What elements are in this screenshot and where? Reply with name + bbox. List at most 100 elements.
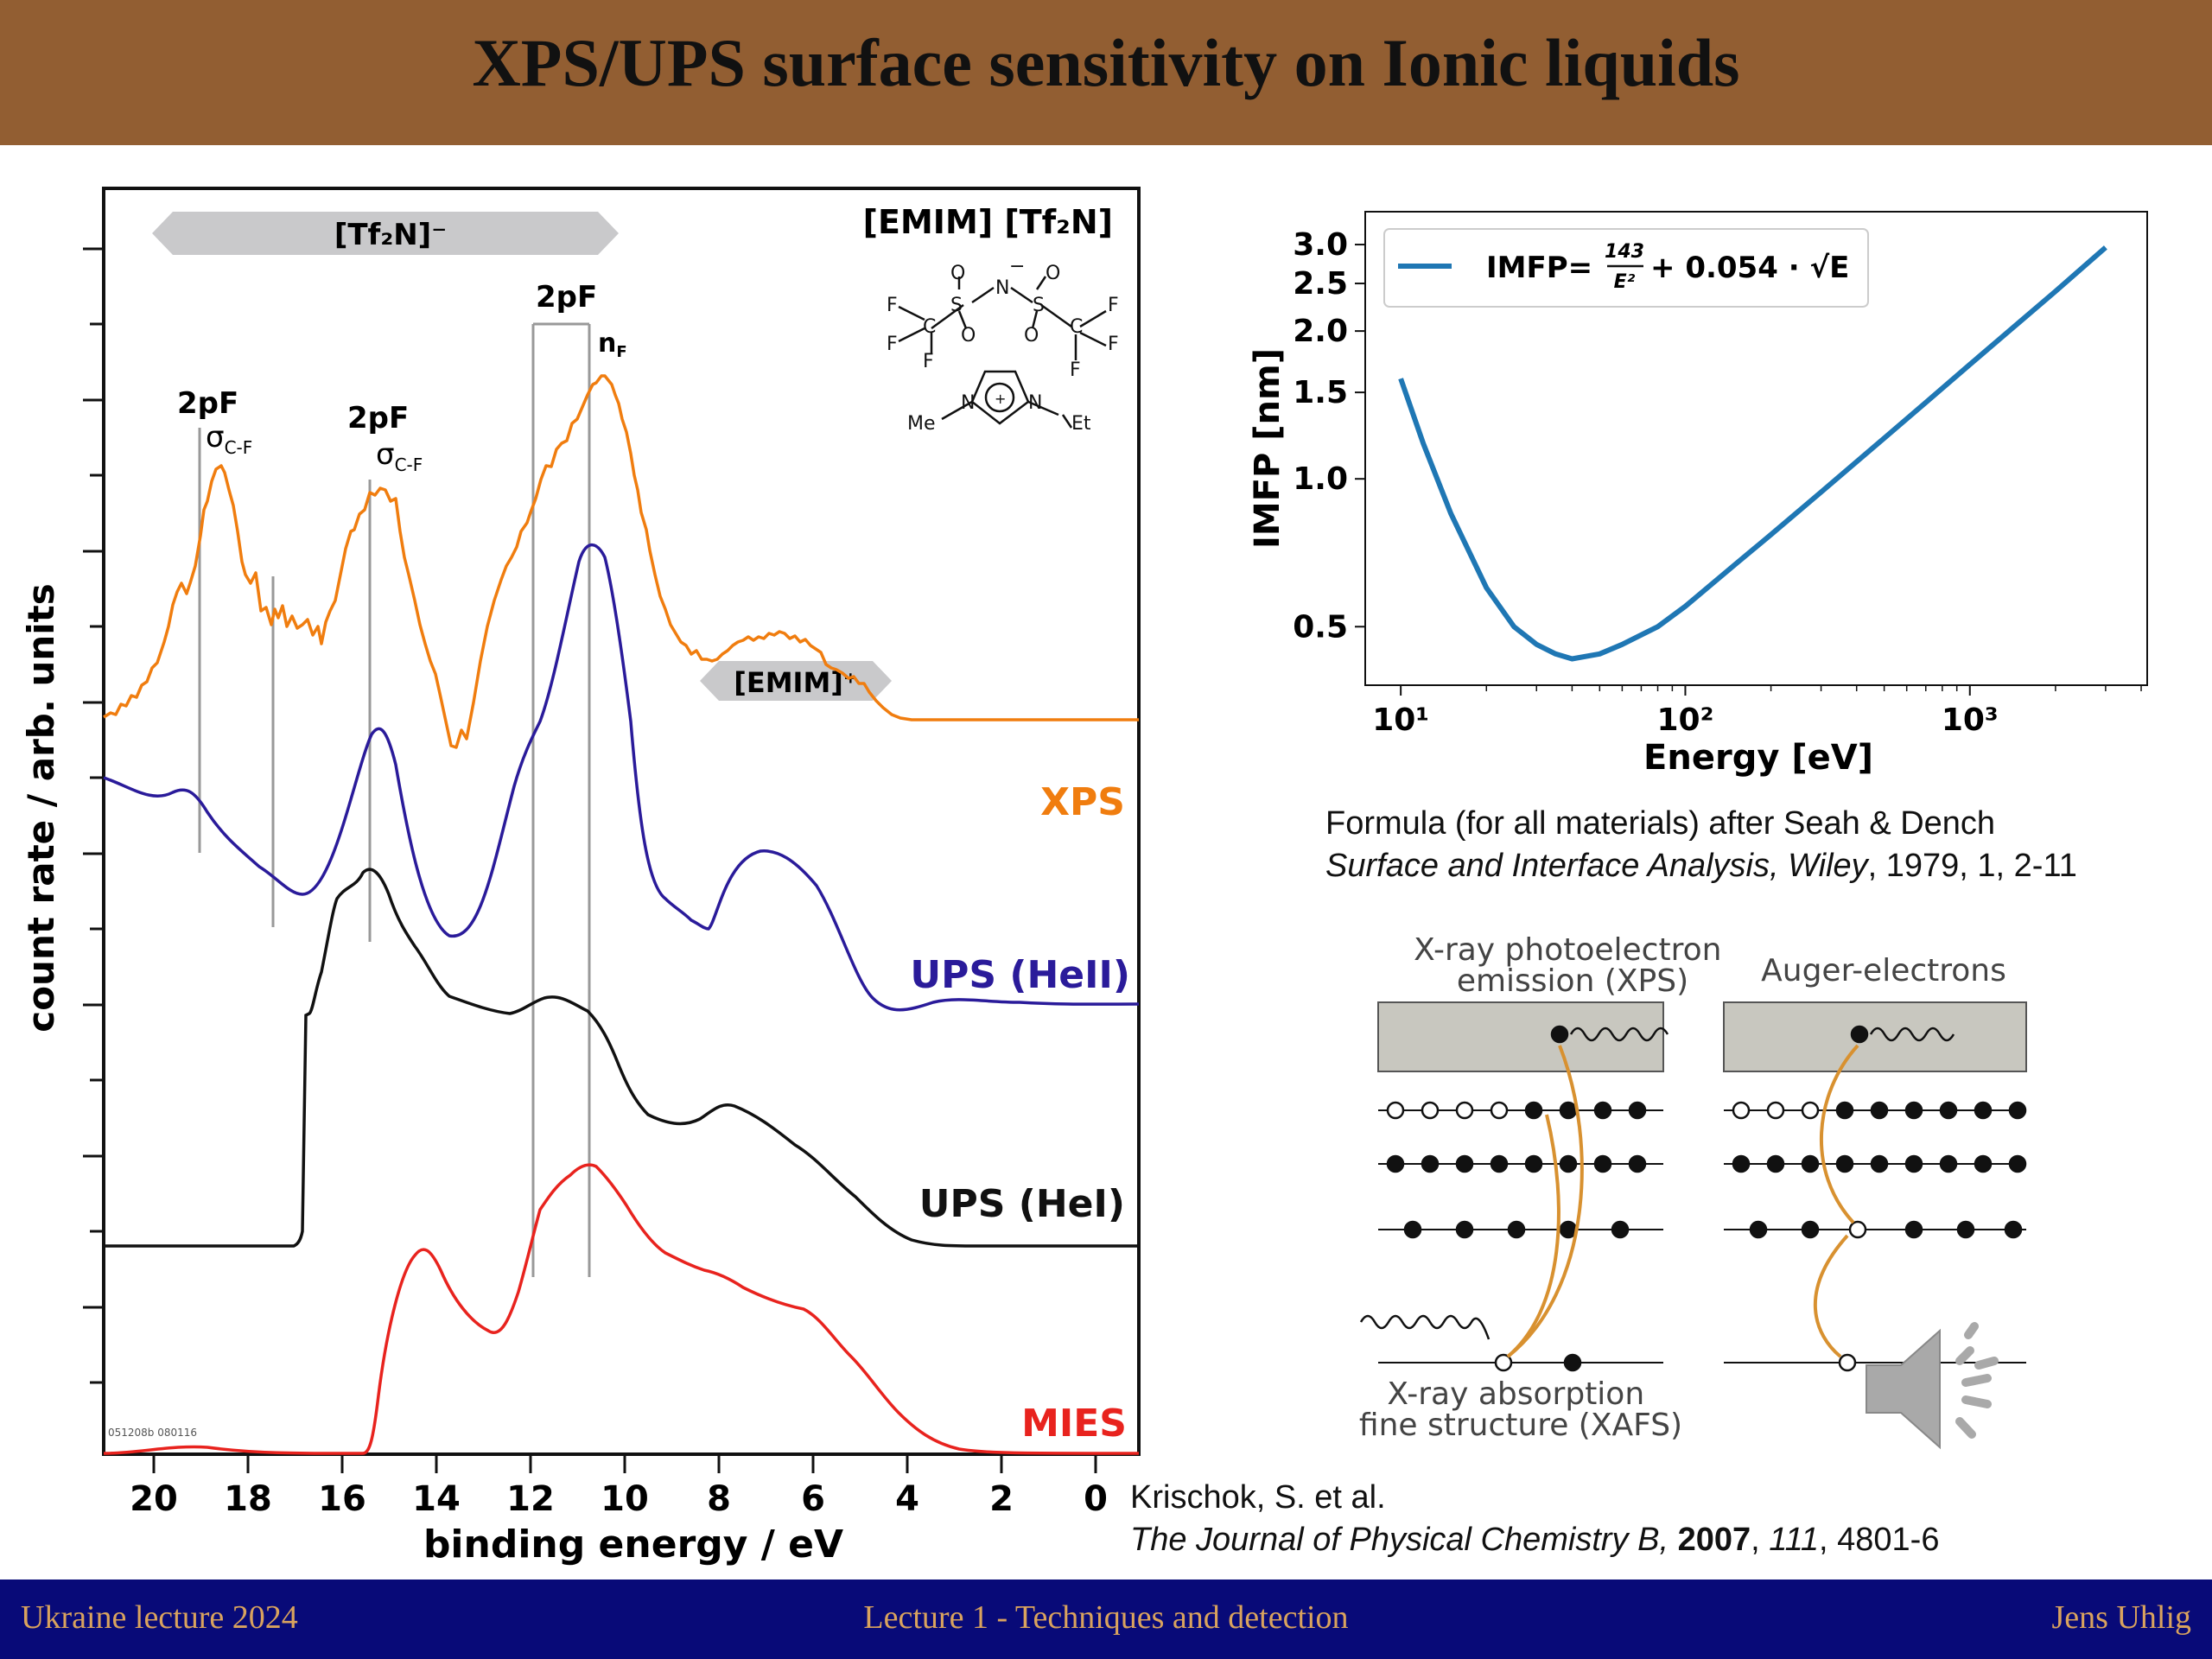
incoming-xray-wave	[1359, 1314, 1491, 1340]
xps-label: XPS	[1040, 780, 1125, 824]
footer-center: Lecture 1 - Techniques and detection	[863, 1599, 1349, 1636]
molecule-atom: Et	[1071, 413, 1091, 435]
molecule-atom: C	[923, 316, 936, 338]
y-tick-label: 1.5	[1293, 375, 1348, 410]
citation-volume: 111	[1769, 1522, 1820, 1558]
transition-arrows	[1506, 1044, 1859, 1358]
molecule-atom: N	[1028, 392, 1042, 414]
xtick-label: 4	[895, 1479, 919, 1519]
legend-fraction-den: E²	[1614, 271, 1636, 293]
peak-label-nF: nF	[598, 328, 627, 361]
molecule-structure: F F C F S O O N − S O O C F F F N N + Me…	[887, 256, 1119, 435]
molecule-atom: N	[995, 277, 1009, 299]
xafs-caption: X-ray absorption fine structure (XAFS)	[1359, 1376, 1682, 1443]
ups2-label: UPS (HeII)	[910, 953, 1130, 997]
ups2-trace	[103, 543, 1140, 1012]
x-tick-label: 10³	[1942, 702, 1999, 738]
xtick-label: 8	[707, 1479, 731, 1519]
auger-emitted-wave	[1869, 1027, 1955, 1042]
footer-right: Jens Uhlig	[2051, 1599, 2192, 1636]
spectra-figure: count rate / arb. units 20 18 16 14 12 1…	[20, 187, 1141, 1567]
molecule-atom: +	[995, 391, 1006, 407]
molecule-atom: S	[950, 295, 963, 316]
x-tick-label: 10²	[1657, 702, 1714, 738]
spectra-frame	[102, 187, 1141, 1456]
xps-surface	[1377, 1001, 1664, 1072]
footer-bar: Ukraine lecture 2024 Lecture 1 - Techniq…	[0, 1580, 2212, 1659]
xps-trace	[103, 374, 1139, 749]
cation-band-arrow	[700, 661, 892, 701]
formula-citation-journal: Surface and Interface Analysis, Wiley	[1325, 848, 1868, 884]
speaker-icon[interactable]	[1858, 1318, 2013, 1456]
molecule-atom: Me	[907, 413, 936, 435]
xtick-label: 0	[1084, 1479, 1108, 1519]
spectra-citation: Krischok, S. et al. The Journal of Physi…	[1130, 1479, 1994, 1559]
y-tick-label: 1.0	[1293, 461, 1348, 497]
molecule-atom: F	[923, 351, 934, 372]
ups1-trace	[104, 868, 1139, 1248]
citation-journal: The Journal of Physical Chemistry B,	[1130, 1522, 1669, 1558]
molecule-atom: O	[1046, 263, 1060, 284]
figure-code: 051208b 080116	[108, 1427, 197, 1439]
xps-caption-line: X-ray photoelectron	[1414, 932, 1721, 968]
chart-ylabel: IMFP [nm]	[1248, 348, 1287, 549]
y-tick-label: 2.0	[1293, 314, 1348, 349]
spectra-xticks	[152, 1454, 1097, 1473]
peak-annotations: 2pF 2pF 2pF nF	[177, 280, 627, 435]
molecule-atom: F	[887, 334, 898, 355]
spectra-xlabel: binding energy / eV	[423, 1522, 843, 1567]
xtick-label: 14	[412, 1479, 461, 1519]
chart-legend-box	[1383, 228, 1869, 308]
citation-year: 2007	[1677, 1522, 1751, 1558]
formula-citation-line1: Formula (for all materials) after Seah &…	[1325, 805, 1996, 842]
y-tick-label: 3.0	[1293, 227, 1348, 263]
molecule-atom: −	[1009, 256, 1025, 277]
slide-title: XPS/UPS surface sensitivity on Ionic liq…	[472, 25, 1740, 100]
mies-label: MIES	[1021, 1402, 1127, 1446]
spectra-ylabel: count rate / arb. units	[20, 583, 62, 1032]
xtick-label: 6	[801, 1479, 825, 1519]
molecule-atom: O	[961, 325, 976, 346]
xtick-label: 16	[318, 1479, 366, 1519]
chart-legend-text: IMFP=	[1486, 251, 1592, 285]
chart-xlabel: Energy [eV]	[1643, 738, 1873, 778]
xps-caption-line: emission (XPS)	[1457, 963, 1688, 999]
mies-trace	[103, 1163, 1140, 1455]
peak-label-2pF: 2pF	[177, 386, 238, 421]
molecule-atom: F	[1108, 334, 1119, 355]
xtick-label: 18	[224, 1479, 272, 1519]
reference-lines	[198, 322, 591, 1277]
xtick-label: 20	[130, 1479, 178, 1519]
anion-band-arrow	[152, 212, 619, 255]
title-bar: XPS/UPS surface sensitivity on Ionic liq…	[0, 0, 2212, 145]
auger-caption: Auger-electrons	[1761, 953, 2006, 988]
molecule-atom: F	[887, 295, 898, 316]
peak-label-2pF: 2pF	[536, 280, 597, 315]
citation-authors: Krischok, S. et al.	[1130, 1479, 1386, 1516]
legend-suffix: + 0.054 · √E	[1650, 251, 1849, 285]
y-tick-label: 0.5	[1293, 609, 1348, 645]
footer-left: Ukraine lecture 2024	[21, 1599, 298, 1636]
spectra-yticks	[83, 247, 104, 1384]
formula-citation-details: , 1979, 1, 2-11	[1867, 848, 2077, 884]
molecule-atom: C	[1070, 316, 1083, 338]
peak-label-2pF: 2pF	[347, 401, 409, 435]
electrons	[1386, 1025, 2027, 1372]
molecule-atom: O	[1024, 325, 1039, 346]
legend-fraction-num: 143	[1605, 241, 1644, 263]
sigma-label: σC-F	[206, 420, 252, 458]
imfp-chart: IMFP [nm] Energy [eV] 10¹ 10² 10³ 0.5 1.0 1.5…	[1248, 211, 2148, 778]
y-tick-label: 2.5	[1293, 266, 1348, 302]
spectra-xtick-labels: 20 18 16 14 12 10 8 6 4 2 0	[130, 1479, 1108, 1519]
molecule-atom: N	[961, 392, 975, 414]
molecule-atom: O	[950, 263, 965, 284]
ups1-label: UPS (HeI)	[919, 1182, 1125, 1226]
anion-band-label: [Tf₂N]⁻	[334, 218, 447, 252]
xtick-label: 2	[989, 1479, 1014, 1519]
citation-pages: , 4801-6	[1819, 1522, 1940, 1558]
imfp-series-line	[1398, 245, 2107, 662]
molecule-atom: S	[1033, 295, 1045, 316]
molecule-atom: F	[1108, 295, 1119, 316]
xtick-label: 12	[506, 1479, 555, 1519]
molecule-atom: F	[1070, 359, 1081, 381]
